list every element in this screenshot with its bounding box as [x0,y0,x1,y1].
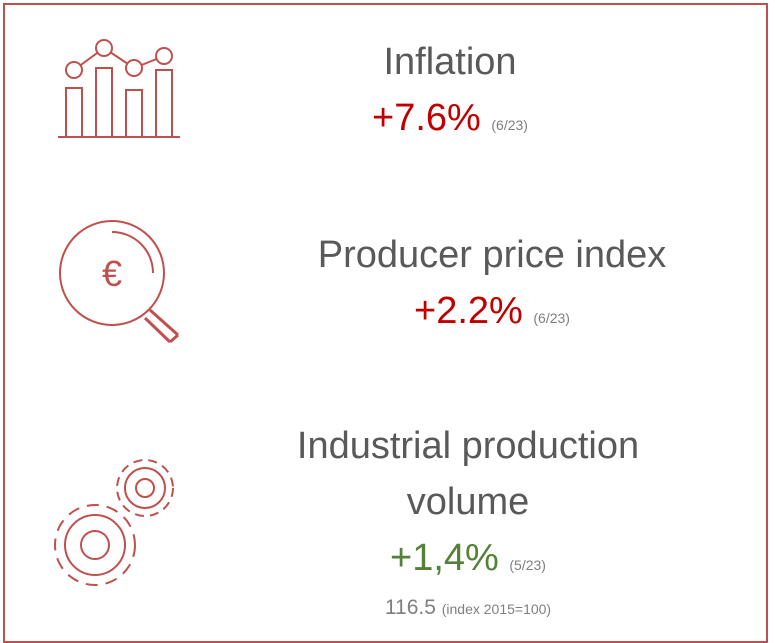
gears-icon [54,459,174,586]
period: (6/23) [491,117,528,133]
period: (5/23) [509,557,546,573]
inflation-block: Inflation +7.6% (6/23) [300,34,600,153]
value: +2.2% [414,290,523,332]
extra-value: 116.5 [384,596,436,619]
label: Producer price index [317,234,667,276]
value: +1,4% [390,537,499,579]
value: +7.6% [372,97,481,139]
period: (6/23) [533,310,570,326]
magnifier-icon: € [59,220,179,344]
label: Inflation [383,41,517,83]
chart-icon [58,39,180,138]
svg-text:€: € [102,253,122,294]
extra-note: (index 2015=100) [441,601,552,617]
ppi-block: Producer price index +2.2% (6/23) [252,227,732,346]
industrial-block: Industrial production volume +1,4% (5/23… [238,418,698,624]
label: Industrial production volume [296,425,640,523]
